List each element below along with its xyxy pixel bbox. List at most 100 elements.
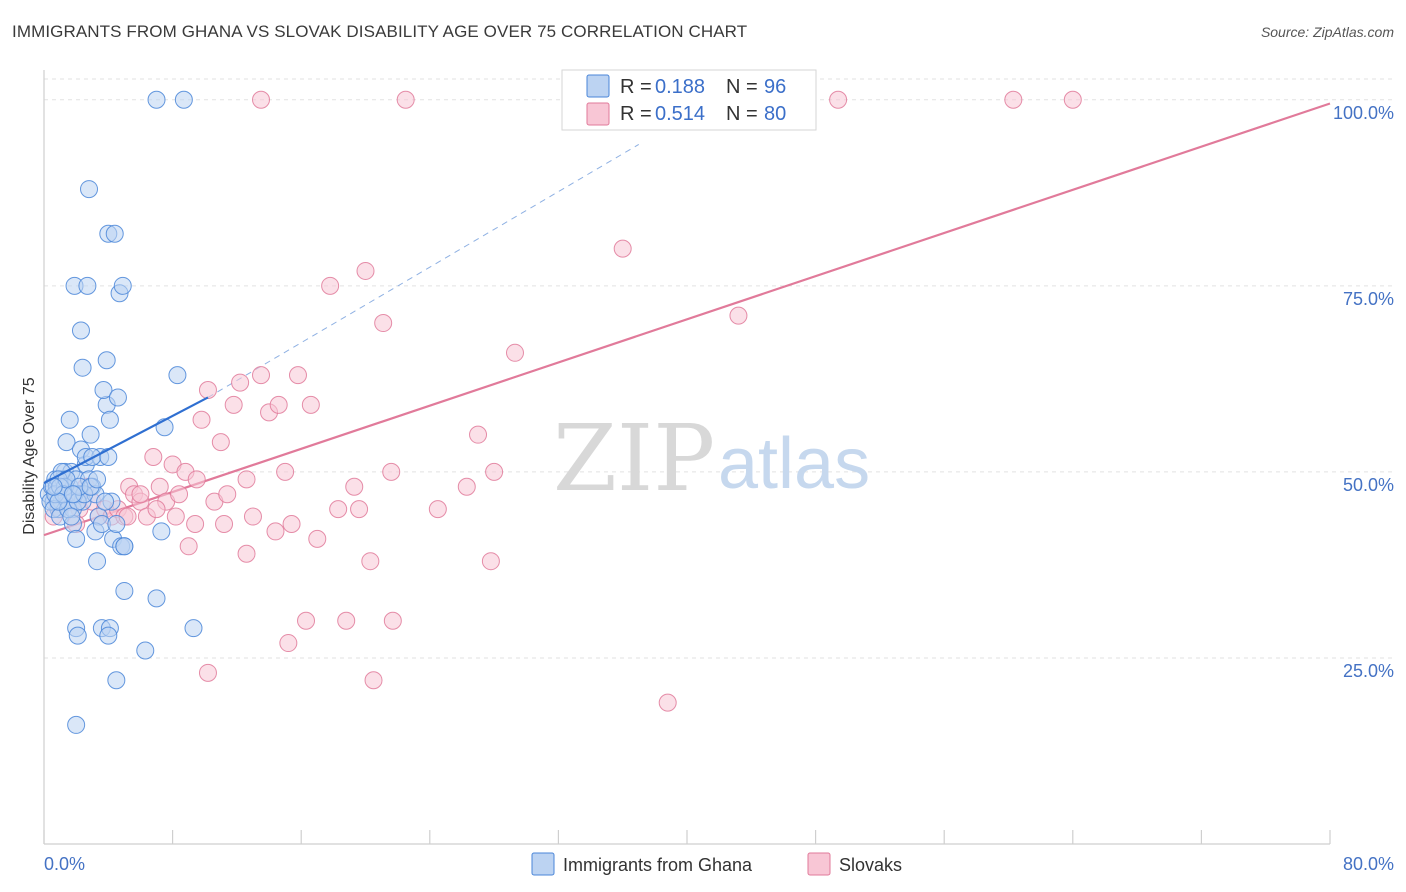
point-slovaks [469, 425, 488, 444]
point-ghana [57, 433, 76, 452]
point-ghana [147, 589, 166, 608]
point-ghana [62, 507, 81, 526]
point-ghana [97, 351, 116, 370]
point-ghana [71, 321, 90, 340]
y-tick-label: 25.0% [1343, 661, 1394, 681]
chart-title: IMMIGRANTS FROM GHANA VS SLOVAK DISABILI… [12, 22, 748, 41]
point-slovaks [396, 90, 415, 109]
point-slovaks [170, 485, 189, 504]
point-slovaks [237, 544, 256, 563]
point-slovaks [308, 529, 327, 548]
point-slovaks [252, 366, 271, 385]
stats-r-label-slovaks: R = [620, 103, 652, 125]
point-slovaks [301, 395, 320, 414]
point-slovaks [361, 552, 380, 571]
point-ghana [78, 276, 97, 295]
point-slovaks [374, 314, 393, 333]
point-ghana [184, 619, 203, 638]
scatter-points [39, 90, 1082, 734]
point-ghana [68, 626, 87, 645]
point-ghana [88, 470, 107, 489]
point-ghana [67, 715, 86, 734]
point-slovaks [237, 470, 256, 489]
point-ghana [174, 90, 193, 109]
point-slovaks [198, 663, 217, 682]
point-slovaks [1063, 90, 1082, 109]
point-ghana [67, 529, 86, 548]
x-ticks [43, 830, 1331, 844]
point-ghana [152, 522, 171, 541]
point-slovaks [243, 507, 262, 526]
point-ghana [115, 537, 134, 556]
point-slovaks [356, 261, 375, 280]
point-slovaks [215, 514, 234, 533]
point-slovaks [321, 276, 340, 295]
stats-n-value-slovaks: 80 [764, 103, 786, 125]
legend-label-ghana: Immigrants from Ghana [563, 855, 753, 875]
watermark: ZIP atlas [553, 405, 870, 512]
point-slovaks [729, 306, 748, 325]
regression-extension-ghana [207, 143, 640, 398]
point-slovaks [186, 514, 205, 533]
point-slovaks [269, 395, 288, 414]
stats-r-value-ghana: 0.188 [655, 76, 705, 98]
point-ghana [81, 425, 100, 444]
point-slovaks [282, 514, 301, 533]
point-ghana [107, 671, 126, 690]
point-slovaks [166, 507, 185, 526]
point-slovaks [150, 477, 169, 496]
point-ghana [107, 514, 126, 533]
chart-source: Source: ZipAtlas.com [1260, 24, 1394, 40]
point-ghana [105, 224, 124, 243]
regression-lines [43, 102, 1331, 537]
point-slovaks [428, 500, 447, 519]
point-ghana [136, 641, 155, 660]
point-slovaks [131, 485, 150, 504]
stats-r-value-slovaks: 0.514 [655, 103, 705, 125]
point-slovaks [345, 477, 364, 496]
point-slovaks [231, 373, 250, 392]
point-ghana [113, 276, 132, 295]
point-slovaks [198, 381, 217, 400]
point-slovaks [364, 671, 383, 690]
point-ghana [63, 485, 82, 504]
point-ghana [108, 388, 127, 407]
point-ghana [80, 180, 99, 199]
point-slovaks [266, 522, 285, 541]
x-tick-label-min: 0.0% [44, 854, 85, 874]
point-slovaks [658, 693, 677, 712]
point-ghana [73, 358, 92, 377]
stats-n-value-ghana: 96 [764, 76, 786, 98]
y-tick-label: 75.0% [1343, 289, 1394, 309]
watermark-atlas: atlas [718, 424, 870, 504]
point-slovaks [147, 500, 166, 519]
point-slovaks [457, 477, 476, 496]
point-slovaks [224, 395, 243, 414]
stats-box: R = 0.188 N = 96 R = 0.514 N = 80 [561, 69, 817, 131]
y-tick-label: 50.0% [1343, 475, 1394, 495]
point-slovaks [187, 470, 206, 489]
point-ghana [115, 581, 134, 600]
stats-n-label-ghana: N = [726, 76, 758, 98]
stats-swatch-ghana [586, 74, 610, 98]
point-ghana [147, 90, 166, 109]
point-ghana [100, 410, 119, 429]
legend: Immigrants from Ghana Slovaks [531, 852, 902, 876]
point-slovaks [192, 410, 211, 429]
point-ghana [60, 410, 79, 429]
point-slovaks [382, 462, 401, 481]
point-slovaks [337, 611, 356, 630]
point-slovaks [485, 462, 504, 481]
point-slovaks [276, 462, 295, 481]
point-ghana [99, 448, 118, 466]
point-slovaks [329, 500, 348, 519]
point-slovaks [383, 611, 402, 630]
point-slovaks [613, 239, 632, 258]
point-ghana [88, 552, 107, 571]
x-tick-label-max: 80.0% [1343, 854, 1394, 874]
point-slovaks [218, 485, 237, 504]
point-slovaks [297, 611, 316, 630]
regression-line-ghana [43, 396, 209, 485]
stats-r-label-ghana: R = [620, 76, 652, 98]
